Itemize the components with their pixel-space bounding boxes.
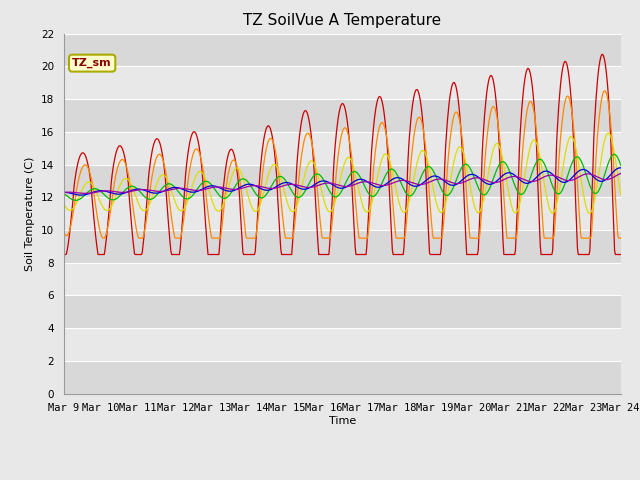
A-50_T <box>185 186 193 192</box>
A-20_T <box>184 197 192 203</box>
A-10_T <box>60 229 68 235</box>
Line: A-10_T: A-10_T <box>64 91 621 238</box>
A-10_T <box>411 127 419 133</box>
A-05_T <box>410 93 418 99</box>
A-50_T <box>70 190 78 195</box>
A-40_T <box>60 190 68 195</box>
A-20_T <box>60 202 68 207</box>
A-30_T <box>617 162 625 168</box>
A-10_T <box>185 173 193 179</box>
A-20_T <box>214 208 221 214</box>
A-10_T <box>70 204 78 210</box>
Bar <box>64 361 621 394</box>
Bar <box>64 230 621 263</box>
Bar <box>64 99 621 132</box>
A-10_T <box>601 88 609 94</box>
A-30_T <box>411 188 419 194</box>
A-30_T <box>610 152 618 157</box>
A-40_T <box>616 165 624 171</box>
A-40_T <box>128 187 136 193</box>
A-10_T <box>617 235 625 241</box>
A-05_T <box>617 252 625 257</box>
Line: A-05_T: A-05_T <box>64 54 621 254</box>
A-05_T <box>60 252 68 257</box>
Y-axis label: Soil Temperature (C): Soil Temperature (C) <box>26 156 35 271</box>
A-10_T <box>100 235 108 241</box>
A-05_T <box>70 183 78 189</box>
A-20_T <box>617 192 625 198</box>
A-50_T <box>617 170 625 176</box>
Bar <box>64 328 621 361</box>
Bar <box>64 197 621 230</box>
A-30_T <box>185 196 193 202</box>
A-05_T <box>426 252 434 257</box>
A-50_T <box>411 181 419 187</box>
A-30_T <box>128 183 136 189</box>
A-40_T <box>617 165 625 171</box>
A-40_T <box>185 189 193 194</box>
A-50_T <box>82 191 90 196</box>
A-10_T <box>128 198 136 204</box>
Line: A-40_T: A-40_T <box>64 168 621 195</box>
A-20_T <box>605 130 612 136</box>
Bar <box>64 34 621 66</box>
Bar <box>64 132 621 165</box>
A-05_T <box>184 151 192 156</box>
A-05_T <box>598 51 606 57</box>
A-50_T <box>128 188 136 194</box>
A-10_T <box>428 215 435 220</box>
A-50_T <box>60 190 68 195</box>
A-20_T <box>586 211 594 216</box>
A-20_T <box>410 175 418 181</box>
A-20_T <box>70 204 78 210</box>
Bar <box>64 165 621 197</box>
A-20_T <box>426 170 434 176</box>
A-10_T <box>214 235 222 241</box>
Bar <box>64 66 621 99</box>
Line: A-20_T: A-20_T <box>64 133 621 214</box>
X-axis label: Time: Time <box>329 416 356 426</box>
A-40_T <box>411 183 419 189</box>
Line: A-50_T: A-50_T <box>64 173 621 193</box>
A-20_T <box>127 182 135 188</box>
Bar <box>64 295 621 328</box>
A-30_T <box>72 197 79 203</box>
A-30_T <box>214 191 222 197</box>
A-40_T <box>77 192 85 198</box>
Line: A-30_T: A-30_T <box>64 155 621 200</box>
A-50_T <box>214 184 222 190</box>
A-05_T <box>214 252 221 257</box>
Legend: A-05_T, A-10_T, A-20_T, A-30_T, A-40_T, A-50_T: A-05_T, A-10_T, A-20_T, A-30_T, A-40_T, … <box>134 476 550 480</box>
Bar <box>64 263 621 295</box>
Text: TZ_sm: TZ_sm <box>72 58 112 68</box>
A-40_T <box>428 174 435 180</box>
Title: TZ SoilVue A Temperature: TZ SoilVue A Temperature <box>243 13 442 28</box>
A-05_T <box>127 220 135 226</box>
A-40_T <box>70 191 78 197</box>
A-50_T <box>428 179 435 184</box>
A-40_T <box>214 184 222 190</box>
A-30_T <box>428 165 435 171</box>
A-30_T <box>70 197 78 203</box>
A-30_T <box>60 191 68 196</box>
